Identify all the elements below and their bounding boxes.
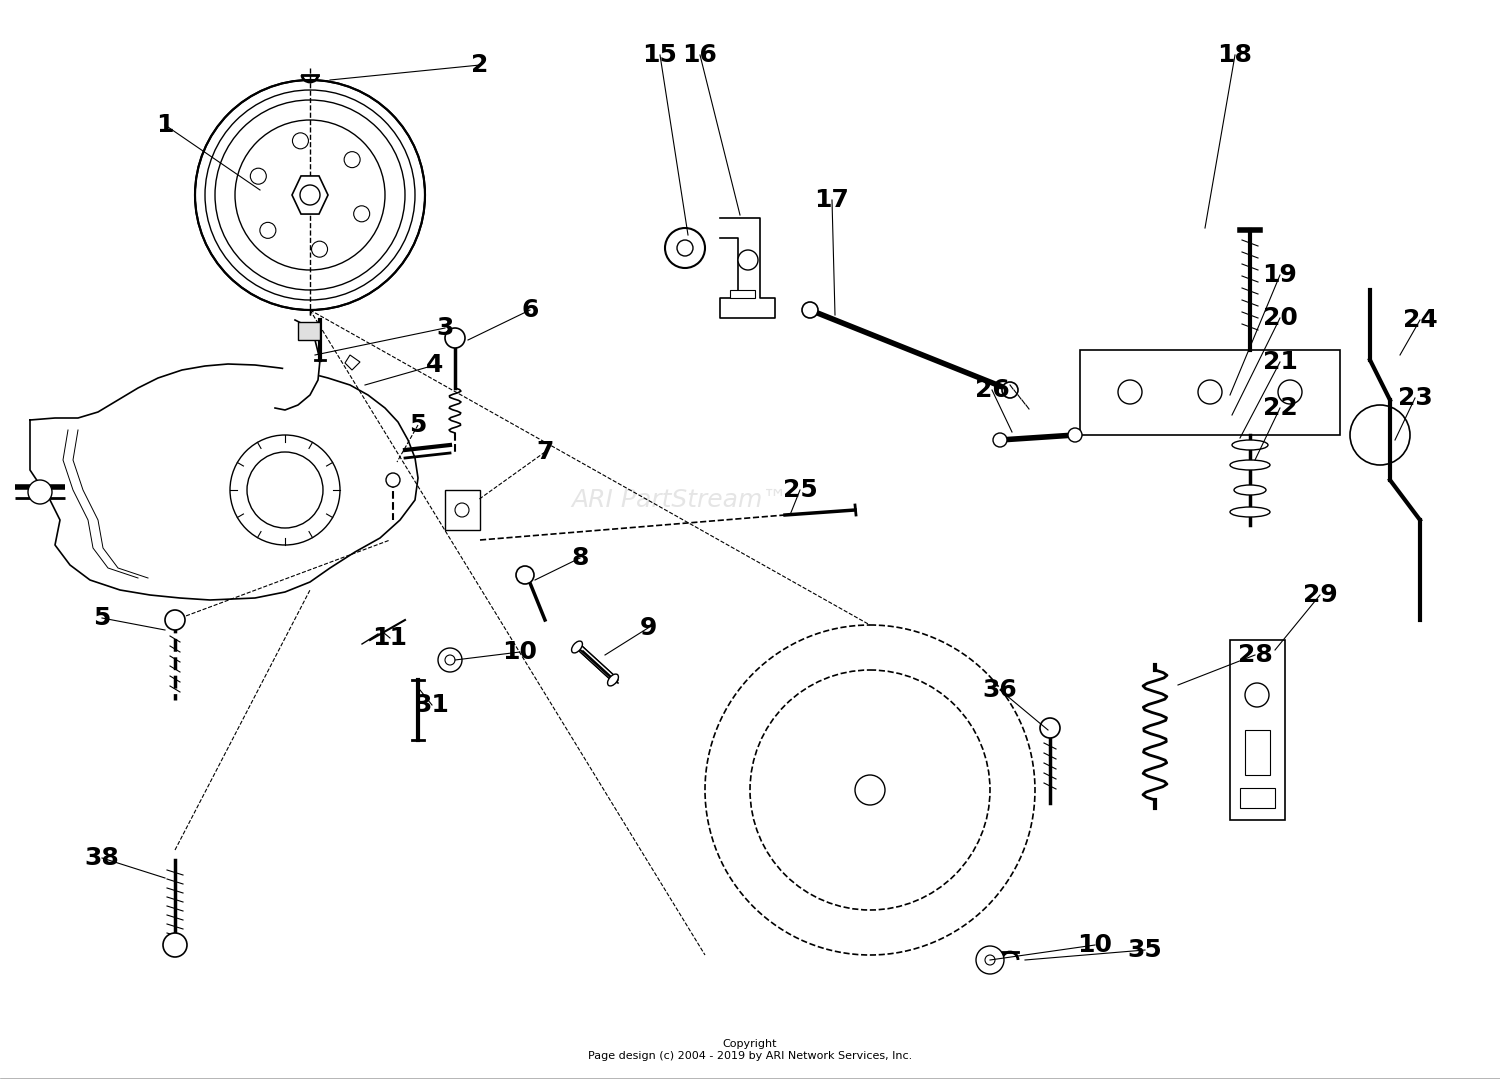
- Text: 2: 2: [471, 53, 489, 77]
- Text: 1: 1: [156, 113, 174, 137]
- Text: 10: 10: [503, 640, 537, 664]
- Text: 10: 10: [1077, 933, 1113, 957]
- Text: 21: 21: [1263, 350, 1298, 374]
- Circle shape: [454, 503, 470, 517]
- Circle shape: [438, 648, 462, 672]
- Circle shape: [993, 433, 1006, 447]
- Circle shape: [251, 168, 267, 184]
- Text: 38: 38: [84, 846, 120, 870]
- Circle shape: [676, 240, 693, 256]
- Text: 29: 29: [1302, 583, 1338, 607]
- Text: 6: 6: [522, 298, 538, 322]
- Circle shape: [802, 302, 818, 318]
- Text: 20: 20: [1263, 306, 1298, 330]
- Ellipse shape: [1230, 507, 1270, 517]
- Ellipse shape: [1232, 440, 1268, 450]
- Circle shape: [446, 328, 465, 348]
- Text: 18: 18: [1218, 43, 1252, 67]
- Text: 7: 7: [537, 440, 554, 464]
- Circle shape: [1278, 380, 1302, 404]
- Circle shape: [1068, 428, 1082, 442]
- Circle shape: [976, 946, 1004, 975]
- Bar: [730, 291, 754, 298]
- Text: 16: 16: [682, 43, 717, 67]
- Text: ARI PartStream™: ARI PartStream™: [572, 488, 788, 512]
- Ellipse shape: [572, 641, 582, 653]
- Bar: [1240, 788, 1275, 808]
- Text: 28: 28: [1238, 643, 1272, 667]
- Circle shape: [986, 955, 994, 965]
- Ellipse shape: [608, 674, 618, 686]
- Text: 15: 15: [642, 43, 678, 67]
- Text: 31: 31: [414, 693, 450, 717]
- Circle shape: [1245, 683, 1269, 707]
- Text: 23: 23: [1398, 386, 1432, 410]
- Text: 8: 8: [572, 546, 588, 570]
- Polygon shape: [274, 320, 320, 410]
- Text: 25: 25: [783, 478, 818, 502]
- Text: 5: 5: [93, 606, 111, 630]
- Circle shape: [292, 133, 309, 149]
- Circle shape: [165, 610, 184, 630]
- Text: 22: 22: [1263, 396, 1298, 420]
- Text: 3: 3: [436, 317, 453, 340]
- Text: 17: 17: [815, 188, 849, 212]
- Circle shape: [28, 480, 53, 504]
- Circle shape: [1350, 405, 1410, 465]
- Circle shape: [1040, 718, 1060, 738]
- Circle shape: [1198, 380, 1222, 404]
- Circle shape: [516, 566, 534, 584]
- Text: Copyright
Page design (c) 2004 - 2019 by ARI Network Services, Inc.: Copyright Page design (c) 2004 - 2019 by…: [588, 1040, 912, 1061]
- Circle shape: [446, 655, 454, 664]
- Text: 11: 11: [372, 625, 408, 650]
- Circle shape: [664, 228, 705, 268]
- Text: 4: 4: [426, 353, 444, 377]
- Text: 35: 35: [1128, 938, 1162, 962]
- Text: 26: 26: [975, 378, 1010, 402]
- Bar: [298, 322, 320, 340]
- Circle shape: [386, 473, 400, 487]
- Circle shape: [260, 222, 276, 238]
- Bar: [1245, 730, 1270, 775]
- Bar: [446, 490, 480, 530]
- Text: 36: 36: [982, 678, 1017, 702]
- Circle shape: [248, 452, 322, 528]
- Ellipse shape: [1230, 460, 1270, 470]
- Circle shape: [312, 241, 327, 257]
- Circle shape: [855, 775, 885, 805]
- Ellipse shape: [1234, 485, 1266, 495]
- Text: 9: 9: [639, 616, 657, 640]
- Circle shape: [300, 185, 320, 205]
- Polygon shape: [30, 364, 418, 601]
- Text: 19: 19: [1263, 263, 1298, 287]
- Text: 5: 5: [410, 413, 426, 437]
- Circle shape: [164, 933, 188, 957]
- Polygon shape: [292, 176, 328, 214]
- Circle shape: [1002, 382, 1019, 398]
- Circle shape: [195, 80, 424, 310]
- Circle shape: [738, 250, 758, 270]
- Circle shape: [1118, 380, 1142, 404]
- Circle shape: [354, 206, 369, 222]
- Circle shape: [230, 435, 340, 545]
- Circle shape: [344, 152, 360, 168]
- Bar: [1230, 640, 1286, 820]
- Text: 24: 24: [1402, 308, 1437, 332]
- Polygon shape: [345, 354, 360, 370]
- Bar: [1080, 350, 1340, 435]
- Polygon shape: [720, 218, 776, 318]
